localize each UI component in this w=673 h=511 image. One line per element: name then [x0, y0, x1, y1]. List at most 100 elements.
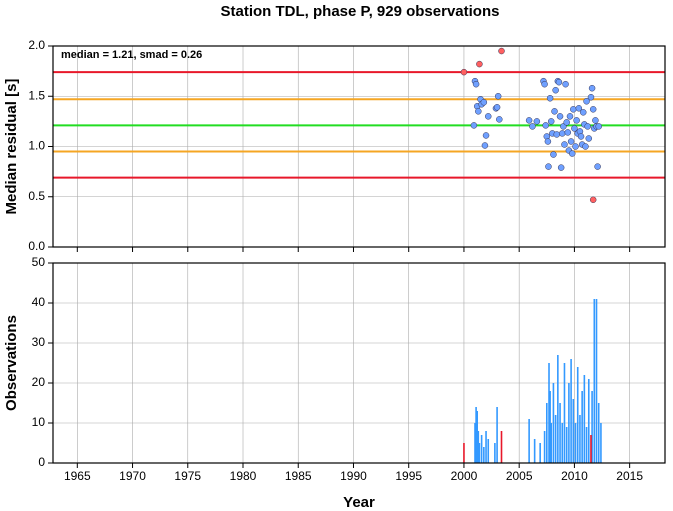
data-point: [595, 123, 602, 130]
x-tick-label: 2005: [506, 469, 533, 483]
data-point: [573, 117, 580, 124]
bar: [568, 383, 570, 463]
data-point: [546, 95, 554, 102]
bar: [579, 415, 581, 463]
bar: [557, 355, 559, 463]
chart-title: Station TDL, phase P, 929 observations: [221, 3, 500, 20]
bar: [483, 447, 485, 463]
data-point: [594, 163, 601, 170]
y-tick-label: 1.5: [28, 88, 45, 102]
data-point: [564, 129, 572, 136]
data-point: [582, 143, 589, 150]
data-point: [480, 99, 488, 106]
bar: [548, 363, 550, 463]
data-point: [552, 86, 559, 94]
bar: [581, 391, 583, 463]
y-tick-label: 1.0: [28, 139, 45, 153]
data-point: [541, 80, 548, 88]
y-tick-label: 50: [32, 255, 46, 269]
x-tick-label: 1980: [230, 469, 257, 483]
data-point: [472, 80, 480, 88]
bar: [591, 391, 593, 463]
data-point: [542, 122, 549, 129]
data-point: [567, 138, 575, 145]
bar: [477, 431, 480, 463]
annotation: median = 1.21, smad = 0.26: [61, 49, 202, 61]
data-point: [583, 98, 590, 105]
data-point: [580, 109, 587, 116]
bar: [572, 399, 575, 463]
bar: [576, 367, 579, 463]
data-point: [555, 78, 563, 86]
bar: [463, 443, 465, 463]
bar: [583, 375, 586, 463]
x-tick-label: 2010: [561, 469, 588, 483]
bar: [587, 379, 590, 463]
data-point: [460, 68, 468, 76]
data-point: [588, 84, 596, 92]
data-point: [470, 122, 478, 129]
bar: [585, 427, 588, 463]
data-point: [476, 60, 483, 68]
data-point: [547, 118, 555, 125]
x-tick-label: 1965: [64, 469, 91, 483]
data-point: [496, 116, 503, 123]
bar: [487, 439, 490, 463]
bar: [561, 423, 564, 463]
bar: [480, 435, 483, 463]
bar: [475, 407, 477, 463]
bar: [533, 439, 536, 463]
y-tick-label: 30: [32, 335, 46, 349]
plot-frame: [52, 262, 666, 464]
y-tick-label: 40: [32, 295, 46, 309]
data-point: [566, 113, 574, 120]
data-point: [545, 163, 552, 170]
data-point: [570, 106, 577, 113]
data-point: [587, 94, 595, 101]
bar: [474, 423, 476, 463]
bar: [595, 299, 598, 463]
data-point: [475, 108, 482, 115]
data-point: [563, 119, 570, 126]
data-point: [589, 106, 597, 113]
data-point: [592, 117, 599, 124]
y-tick-label: 0.5: [28, 189, 45, 203]
plot-frame: [52, 45, 666, 248]
data-point: [525, 117, 533, 124]
data-point: [493, 104, 501, 111]
x-tick-label: 2015: [616, 469, 643, 483]
x-axis-label: Year: [343, 494, 375, 511]
bar: [494, 443, 496, 463]
bar: [552, 383, 555, 463]
y-tick-label: 0: [38, 455, 45, 469]
y-axis-label: Observations: [3, 315, 20, 411]
data-point: [557, 164, 565, 171]
bar: [559, 403, 561, 463]
x-tick-label: 1985: [285, 469, 312, 483]
data-point: [550, 151, 557, 158]
bar: [478, 443, 481, 463]
data-point: [561, 141, 568, 148]
bar: [570, 359, 572, 463]
bar: [550, 423, 553, 463]
x-tick-label: 1995: [395, 469, 422, 483]
y-tick-label: 2.0: [28, 38, 45, 52]
data-point: [533, 118, 541, 125]
y-tick-label: 20: [32, 375, 46, 389]
data-point: [529, 123, 536, 130]
data-point: [481, 142, 489, 149]
data-point: [498, 47, 505, 55]
x-tick-label: 1990: [340, 469, 367, 483]
y-axis-label: Median residual [s]: [3, 79, 20, 215]
bar: [528, 419, 530, 463]
data-point: [568, 150, 576, 157]
bar: [563, 363, 566, 463]
data-point: [553, 131, 560, 138]
data-point: [562, 80, 569, 88]
data-point: [571, 125, 578, 132]
y-tick-label: 0.0: [28, 239, 45, 253]
data-point: [575, 105, 583, 112]
bar: [545, 403, 548, 463]
bar: [496, 407, 498, 463]
